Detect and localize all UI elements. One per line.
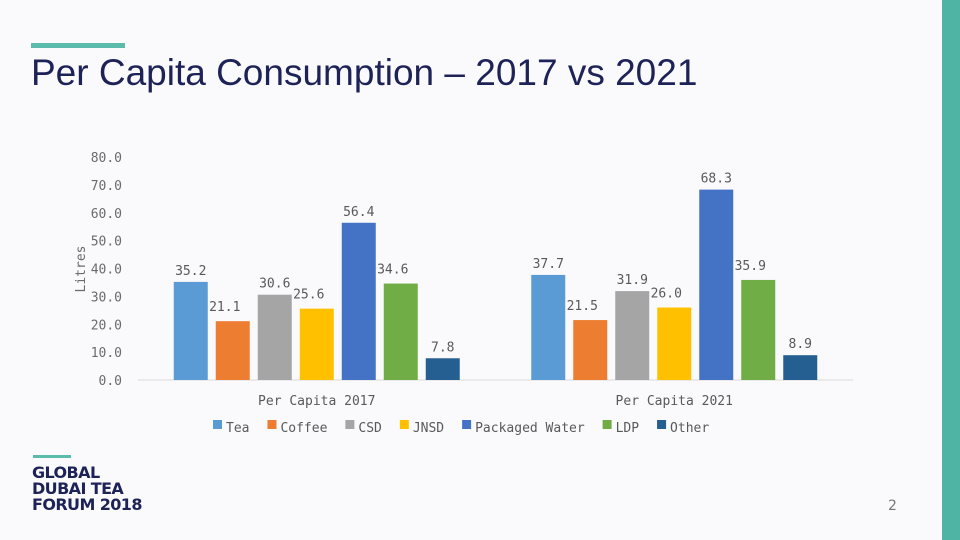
legend-swatch [657, 420, 667, 429]
y-tick-label: 30.0 [91, 290, 122, 305]
category-label: Per Capita 2021 [616, 394, 733, 409]
legend-label: Other [670, 421, 709, 436]
logo-accent-bar [33, 455, 71, 458]
logo-line: FORUM 2018 [32, 495, 142, 514]
bar [573, 320, 608, 380]
bar [383, 283, 418, 380]
legend-swatch [213, 420, 222, 429]
data-label: 21.5 [567, 299, 598, 314]
bar [741, 279, 776, 380]
legend-label: JNSD [413, 421, 444, 436]
legend-swatch [602, 420, 612, 429]
legend-label: Packaged Water [475, 421, 585, 436]
bar [783, 355, 818, 380]
forum-logo: GLOBAL DUBAI TEA FORUM 2018 [32, 465, 142, 513]
data-label: 8.9 [789, 337, 812, 352]
bar [425, 358, 460, 380]
legend-label: CSD [358, 421, 382, 436]
category-label: Per Capita 2017 [258, 394, 375, 409]
data-label: 68.3 [701, 172, 732, 187]
logo-line: GLOBAL [32, 463, 100, 482]
bar [215, 321, 250, 380]
data-label: 35.2 [175, 264, 206, 279]
bar [299, 308, 334, 380]
data-label: 35.9 [735, 259, 766, 274]
legend-swatch [345, 420, 355, 429]
y-tick-label: 70.0 [91, 179, 122, 194]
data-label: 7.8 [431, 340, 454, 355]
right-edge-band [942, 0, 960, 540]
data-label: 56.4 [343, 205, 374, 220]
legend-label: Coffee [280, 421, 327, 436]
data-label: 25.6 [293, 288, 324, 303]
legend-label: LDP [616, 421, 640, 436]
slide-title: Per Capita Consumption – 2017 vs 2021 [31, 52, 698, 93]
data-label: 37.7 [533, 257, 564, 272]
bar [341, 222, 376, 380]
y-tick-label: 0.0 [99, 374, 122, 389]
data-label: 31.9 [617, 273, 648, 288]
data-label: 30.6 [259, 277, 290, 292]
y-tick-label: 40.0 [91, 263, 122, 278]
y-tick-label: 20.0 [91, 318, 122, 333]
y-tick-label: 10.0 [91, 346, 122, 361]
data-label: 34.6 [377, 263, 408, 278]
legend-swatch [399, 420, 409, 429]
bar [615, 291, 650, 380]
y-tick-label: 50.0 [91, 235, 122, 250]
title-accent-bar [31, 43, 125, 48]
bar [257, 294, 292, 380]
y-axis-title: Litres [74, 246, 89, 293]
data-label: 21.1 [209, 300, 240, 315]
bar [531, 274, 566, 380]
legend-swatch [267, 420, 277, 429]
y-tick-label: 80.0 [91, 151, 122, 166]
legend-swatch [462, 420, 472, 429]
bar [699, 189, 734, 380]
page-number: 2 [888, 498, 897, 514]
legend-label: Tea [226, 421, 249, 436]
y-tick-label: 60.0 [91, 207, 122, 222]
bar [657, 307, 692, 380]
bar [173, 281, 208, 380]
logo-line: DUBAI TEA [32, 479, 124, 498]
data-label: 26.0 [651, 287, 682, 302]
